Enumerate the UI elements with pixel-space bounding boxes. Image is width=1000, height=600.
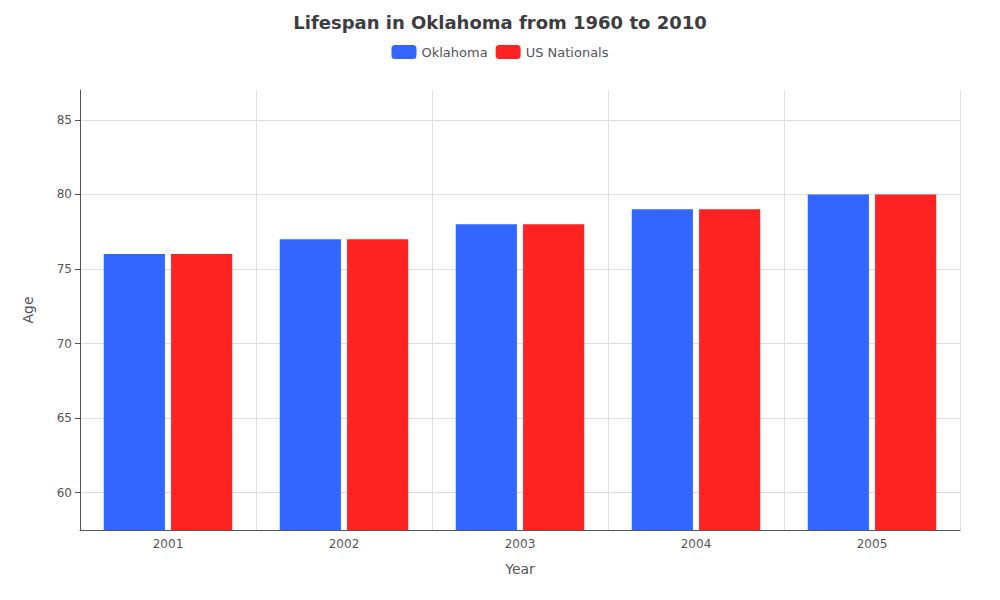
svg-text:Lifespan in Oklahoma from 1960: Lifespan in Oklahoma from 1960 to 2010	[293, 12, 707, 33]
svg-text:80: 80	[57, 187, 72, 201]
svg-text:Oklahoma: Oklahoma	[421, 45, 487, 60]
svg-text:85: 85	[57, 113, 72, 127]
svg-text:2005: 2005	[857, 537, 888, 551]
svg-text:75: 75	[57, 262, 72, 276]
svg-text:65: 65	[57, 411, 72, 425]
svg-text:2002: 2002	[329, 537, 360, 551]
svg-text:2004: 2004	[681, 537, 712, 551]
svg-text:Year: Year	[504, 561, 535, 577]
svg-text:60: 60	[57, 486, 72, 500]
svg-text:Age: Age	[20, 296, 36, 323]
svg-text:70: 70	[57, 337, 72, 351]
svg-text:2003: 2003	[505, 537, 536, 551]
svg-text:US Nationals: US Nationals	[526, 45, 609, 60]
svg-text:2001: 2001	[153, 537, 184, 551]
